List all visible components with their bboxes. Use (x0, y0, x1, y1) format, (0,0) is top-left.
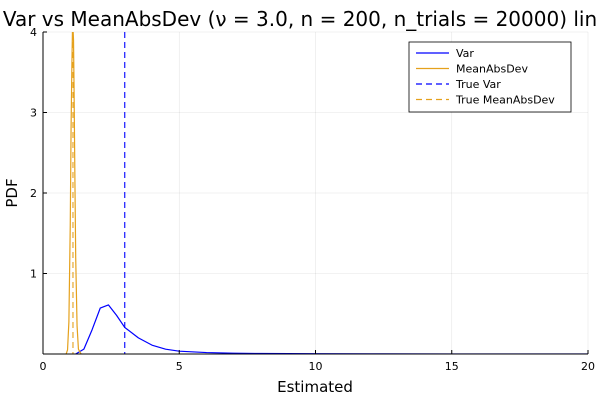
x-tick-label: 5 (176, 360, 183, 373)
chart-title: Var vs MeanAbsDev (ν = 3.0, n = 200, n_t… (3, 7, 597, 31)
y-axis-label: PDF (3, 178, 21, 207)
legend-label-true-var: True Var (455, 78, 501, 91)
legend-box (408, 41, 572, 113)
x-axis-label: Estimated (277, 378, 353, 396)
y-tick-label: 2 (30, 187, 37, 200)
legend: Var MeanAbsDev True Var True MeanAbsDev (408, 41, 572, 113)
x-tick-label: 0 (40, 360, 47, 373)
legend-label-true-meanabsdev: True MeanAbsDev (455, 94, 555, 107)
series-meanabsdev-line (65, 32, 82, 354)
series-var-line (75, 304, 588, 354)
legend-label-var: Var (456, 47, 474, 60)
x-tick-label: 15 (445, 360, 459, 373)
grid (42, 31, 589, 354)
x-tick-label: 20 (581, 360, 595, 373)
x-tick-label: 10 (309, 360, 323, 373)
y-tick-label: 1 (30, 268, 37, 281)
legend-label-meanabsdev: MeanAbsDev (456, 63, 528, 76)
y-tick-label: 4 (30, 26, 37, 39)
axes: 0 5 10 15 20 1 2 3 4 (30, 26, 595, 373)
y-tick-label: 3 (30, 107, 37, 120)
